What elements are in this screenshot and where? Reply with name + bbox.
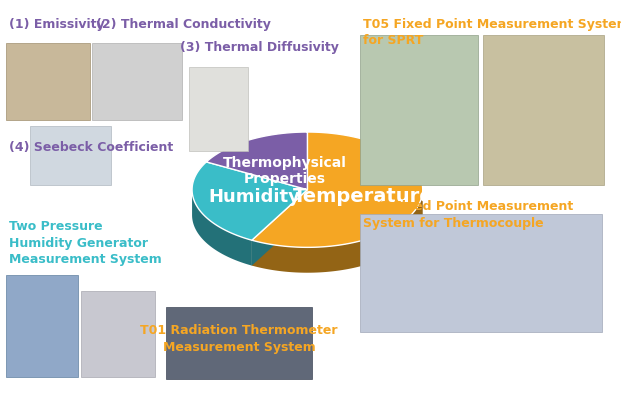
FancyBboxPatch shape bbox=[6, 275, 78, 377]
Text: (3) Thermal Diffusivity: (3) Thermal Diffusivity bbox=[180, 41, 339, 54]
Polygon shape bbox=[192, 189, 252, 266]
Text: T05 Fixed Point Measurement System
for SPRT: T05 Fixed Point Measurement System for S… bbox=[363, 18, 621, 47]
FancyBboxPatch shape bbox=[360, 214, 602, 332]
Text: T01 Radiation Thermometer
Measurement System: T01 Radiation Thermometer Measurement Sy… bbox=[140, 324, 338, 354]
FancyBboxPatch shape bbox=[92, 43, 182, 120]
Polygon shape bbox=[252, 190, 423, 273]
FancyBboxPatch shape bbox=[483, 35, 604, 185]
FancyBboxPatch shape bbox=[360, 35, 478, 185]
Text: Humidity: Humidity bbox=[208, 188, 300, 206]
Polygon shape bbox=[206, 132, 307, 190]
Text: T03 Fixed Point Measurement
System for Thermocouple: T03 Fixed Point Measurement System for T… bbox=[363, 200, 574, 230]
Polygon shape bbox=[252, 190, 307, 266]
Polygon shape bbox=[192, 162, 307, 240]
Text: Two Pressure
Humidity Generator
Measurement System: Two Pressure Humidity Generator Measurem… bbox=[9, 220, 162, 266]
Text: Thermophysical
Properties: Thermophysical Properties bbox=[223, 156, 347, 186]
Text: (4) Seebeck Coefficient: (4) Seebeck Coefficient bbox=[9, 141, 173, 154]
FancyBboxPatch shape bbox=[189, 67, 248, 151]
Text: Temperature: Temperature bbox=[293, 187, 433, 206]
FancyBboxPatch shape bbox=[30, 126, 111, 185]
FancyBboxPatch shape bbox=[6, 43, 90, 120]
FancyBboxPatch shape bbox=[81, 291, 155, 377]
Text: (2) Thermal Conductivity: (2) Thermal Conductivity bbox=[96, 18, 271, 31]
Text: (1) Emissivity: (1) Emissivity bbox=[9, 18, 105, 31]
Polygon shape bbox=[252, 190, 307, 266]
Polygon shape bbox=[252, 132, 423, 247]
FancyBboxPatch shape bbox=[166, 307, 312, 379]
